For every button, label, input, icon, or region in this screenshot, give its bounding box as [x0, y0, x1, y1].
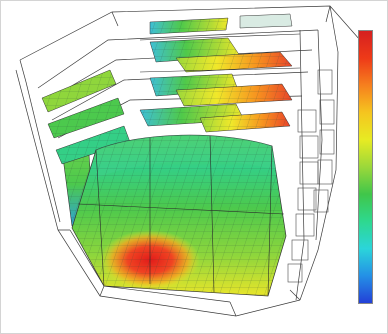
gallery-tier-1	[149, 13, 293, 35]
stalls-floor	[71, 134, 287, 297]
gallery-tier-2	[149, 37, 293, 73]
gallery-tier-4	[47, 97, 291, 139]
building-wireframe	[15, 5, 361, 317]
right-wall-frames	[287, 69, 335, 283]
overlay-frame-lines	[77, 33, 301, 297]
gallery-tier-3	[41, 69, 293, 113]
colorbar	[358, 30, 373, 304]
